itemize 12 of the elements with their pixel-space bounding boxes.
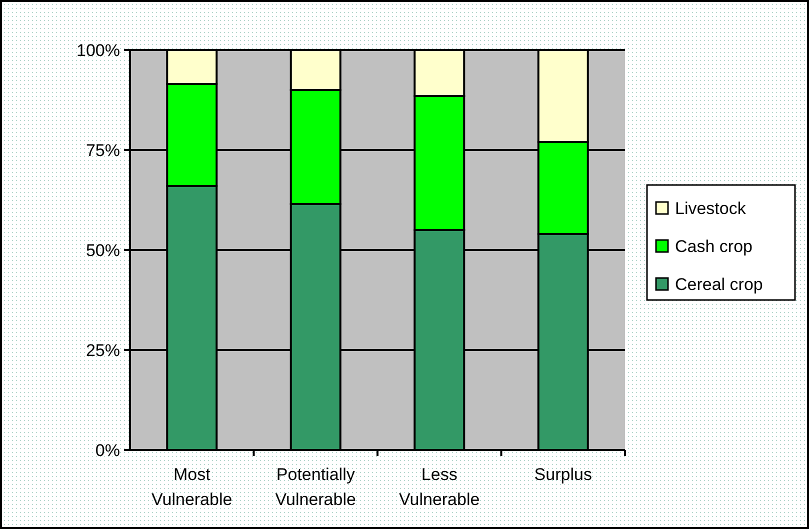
- y-tick-label: 25%: [86, 340, 120, 360]
- x-tick-label: Less Vulnerable: [399, 465, 480, 509]
- y-tick-label: 100%: [76, 40, 120, 60]
- legend-label: Cash crop: [675, 236, 752, 256]
- x-tick-label: Most Vulnerable: [152, 465, 232, 509]
- x-tick-label: Potentially Vulnerable: [275, 465, 356, 509]
- y-tick-label: 75%: [86, 140, 120, 160]
- y-tick-label: 0%: [95, 440, 120, 460]
- y-tick-label: 50%: [86, 240, 120, 260]
- legend-label: Livestock: [675, 198, 746, 218]
- x-tick-label: Surplus: [534, 465, 592, 484]
- legend-label: Cereal crop: [675, 274, 763, 294]
